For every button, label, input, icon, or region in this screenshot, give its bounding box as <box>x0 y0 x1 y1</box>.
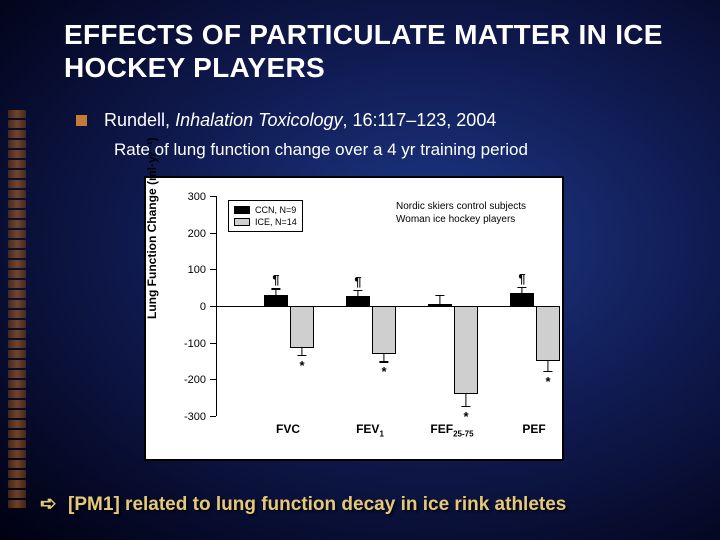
conclusion-line: ➪ [PM1] related to lung function decay i… <box>40 491 696 516</box>
error-bar <box>301 348 302 356</box>
error-bar <box>465 394 466 407</box>
category-label: FEV1 <box>356 422 384 438</box>
bullet-icon <box>76 115 87 126</box>
bar <box>454 306 478 394</box>
lung-function-chart: Lung Function Change (ml·yr⁻¹) CCN, N=9I… <box>144 176 564 461</box>
bar <box>372 306 396 354</box>
conclusion-text: [PM1] related to lung function decay in … <box>68 494 566 515</box>
significance-marker: * <box>299 358 304 373</box>
significance-marker: * <box>381 364 386 379</box>
error-bar <box>383 354 384 363</box>
significance-marker: * <box>545 374 550 389</box>
arrow-icon: ➪ <box>40 491 57 516</box>
error-bar <box>547 361 548 372</box>
error-bar <box>521 287 522 294</box>
category-label: PEF <box>522 422 545 436</box>
bar <box>510 293 534 306</box>
significance-marker: ¶ <box>272 272 279 287</box>
significance-marker: ¶ <box>518 271 525 286</box>
y-tick: 200 <box>210 233 216 234</box>
y-tick: 100 <box>210 269 216 270</box>
citation-ref: , 16:117–123, 2004 <box>343 110 497 130</box>
chart-ylabel: Lung Function Change (ml·yr⁻¹) <box>145 137 159 319</box>
left-ornament <box>8 110 28 508</box>
citation-subline: Rate of lung function change over a 4 yr… <box>114 140 528 160</box>
error-bar <box>439 295 440 304</box>
bar <box>290 306 314 348</box>
citation-journal: Inhalation Toxicology <box>175 110 342 130</box>
y-tick: 300 <box>210 196 216 197</box>
y-tick: -100 <box>210 343 216 344</box>
chart-plot-area: -300-200-1000100200300¶*¶**¶* <box>216 196 546 416</box>
error-bar <box>357 290 358 296</box>
bar <box>536 306 560 361</box>
citation-line: Rundell, Inhalation Toxicology, 16:117–1… <box>76 110 690 131</box>
bar <box>346 296 370 306</box>
significance-marker: ¶ <box>354 274 361 289</box>
y-tick: -200 <box>210 379 216 380</box>
error-bar <box>275 288 276 295</box>
bar <box>428 304 452 306</box>
citation-author: Rundell, <box>104 110 170 130</box>
y-tick: -300 <box>210 416 216 417</box>
slide-title: EFFECTS OF PARTICULATE MATTER IN ICE HOC… <box>64 18 696 84</box>
category-label: FEF25-75 <box>430 422 473 438</box>
category-label: FVC <box>276 422 300 436</box>
bar <box>264 295 288 306</box>
